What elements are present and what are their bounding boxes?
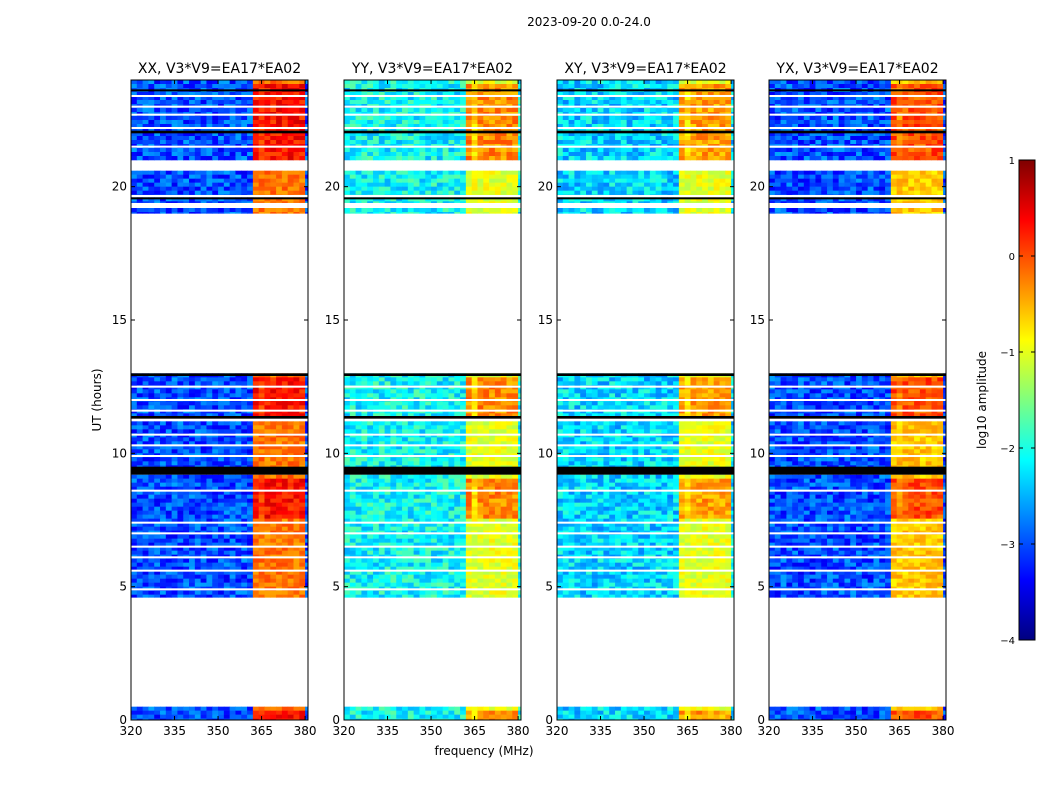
y-tick-label: 10 <box>750 446 765 460</box>
panel-title: XX, V3*V9=EA17*EA02 <box>138 61 301 77</box>
panel-title: YY, V3*V9=EA17*EA02 <box>351 61 513 77</box>
x-tick-label: 320 <box>758 724 781 738</box>
panel-xy: XY, V3*V9=EA17*EA02 320 335 350 365 380 0 5 10 15… <box>538 61 743 738</box>
y-tick-label: 20 <box>112 180 127 194</box>
y-tick-label: 20 <box>325 180 340 194</box>
y-tick-label: 15 <box>750 313 765 327</box>
x-tick-label: 365 <box>463 724 486 738</box>
x-tick-label: 320 <box>546 724 569 738</box>
y-tick-label: 15 <box>538 313 553 327</box>
panel-frame <box>556 79 735 721</box>
y-tick-label: 5 <box>757 580 765 594</box>
y-tick-label: 0 <box>757 713 765 727</box>
panel-xx: XX, V3*V9=EA17*EA02 320 335 350 365 380 0 5 10 15… <box>112 61 317 738</box>
panel-frame <box>768 79 947 721</box>
y-tick-label: 15 <box>112 313 127 327</box>
x-tick-label: 335 <box>801 724 824 738</box>
colorbar-tick-label: −4 <box>1000 636 1015 647</box>
panel-yy: YY, V3*V9=EA17*EA02 320 335 350 365 380 0 5 10 15… <box>325 61 530 738</box>
spectrogram-image <box>131 80 308 720</box>
colorbar-label: log10 amplitude <box>975 351 989 449</box>
x-tick-label: 320 <box>120 724 143 738</box>
x-tick-label: 365 <box>676 724 699 738</box>
x-tick-label: 350 <box>633 724 656 738</box>
figure-title: 2023-09-20 0.0-24.0 <box>527 15 651 29</box>
colorbar-tick-label: 1 <box>1009 156 1015 167</box>
x-tick-label: 335 <box>589 724 612 738</box>
x-axis-label: frequency (MHz) <box>434 744 533 758</box>
y-tick-label: 0 <box>119 713 127 727</box>
x-tick-label: 380 <box>932 724 955 738</box>
x-tick-label: 365 <box>888 724 911 738</box>
y-tick-label: 0 <box>545 713 553 727</box>
y-tick-label: 15 <box>325 313 340 327</box>
y-tick-label: 5 <box>119 580 127 594</box>
colorbar-tick-label: −2 <box>1000 444 1015 455</box>
spectrogram-image <box>344 80 521 720</box>
x-tick-label: 350 <box>420 724 443 738</box>
panel-title: XY, V3*V9=EA17*EA02 <box>564 61 726 77</box>
colorbar-tick-label: −1 <box>1000 348 1015 359</box>
y-tick-label: 10 <box>325 446 340 460</box>
spectrogram-image <box>769 80 946 720</box>
y-tick-label: 5 <box>332 580 340 594</box>
y-tick-label: 0 <box>332 713 340 727</box>
x-tick-label: 350 <box>207 724 230 738</box>
x-tick-label: 380 <box>507 724 530 738</box>
y-tick-label: 5 <box>545 580 553 594</box>
x-tick-label: 335 <box>376 724 399 738</box>
x-tick-label: 350 <box>845 724 868 738</box>
panel-yx: YX, V3*V9=EA17*EA02 320 335 350 365 380 0 5 10 15… <box>750 61 955 738</box>
y-tick-label: 10 <box>112 446 127 460</box>
x-tick-label: 365 <box>250 724 273 738</box>
y-tick-label: 10 <box>538 446 553 460</box>
x-tick-label: 380 <box>720 724 743 738</box>
panel-title: YX, V3*V9=EA17*EA02 <box>775 61 938 77</box>
colorbar-tick-label: 0 <box>1009 252 1015 263</box>
colorbar: 1 0 −1 −2 −3 −4 <box>1000 156 1036 647</box>
x-tick-label: 380 <box>294 724 317 738</box>
colorbar-tick-label: −3 <box>1000 540 1015 551</box>
x-tick-label: 335 <box>163 724 186 738</box>
panel-frame <box>130 79 309 721</box>
x-tick-label: 320 <box>333 724 356 738</box>
spectrogram-image <box>557 80 734 720</box>
panel-frame <box>343 79 522 721</box>
y-tick-label: 20 <box>750 180 765 194</box>
y-tick-label: 20 <box>538 180 553 194</box>
y-axis-label: UT (hours) <box>90 368 104 431</box>
colorbar-gradient <box>1018 159 1036 641</box>
